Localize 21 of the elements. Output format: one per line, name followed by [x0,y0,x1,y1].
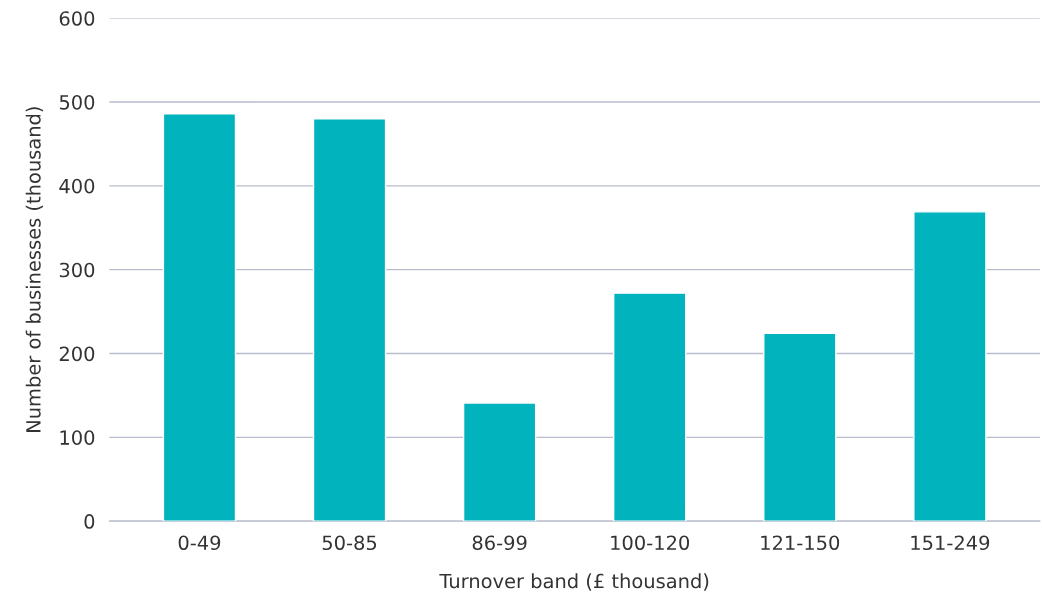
x-tick-label: 86-99 [472,535,527,551]
y-tick-label: 600 [59,11,95,26]
x-tick-label: 0-49 [178,535,221,551]
y-tick-label: 300 [59,262,95,278]
x-tick-label: 151-249 [911,535,990,551]
bar [763,332,837,522]
y-tick-label: 0 [84,514,95,529]
bar [462,402,537,522]
x-tick-label: 121-150 [761,535,840,551]
x-tick-label: 100-120 [611,535,690,551]
x-tick-label: 50-85 [322,535,377,551]
y-tick-label: 100 [60,430,95,445]
bar [913,211,987,522]
bar [162,113,237,522]
bar [612,292,687,522]
y-tick-label: 200 [59,346,95,362]
y-tick-label: 400 [59,178,95,194]
x-axis-title: Turnover band (£ thousand) [439,573,709,591]
y-tick-label: 500 [59,94,95,110]
y-axis-title: Number of businesses (thousand) [25,107,44,432]
bar [312,118,387,522]
